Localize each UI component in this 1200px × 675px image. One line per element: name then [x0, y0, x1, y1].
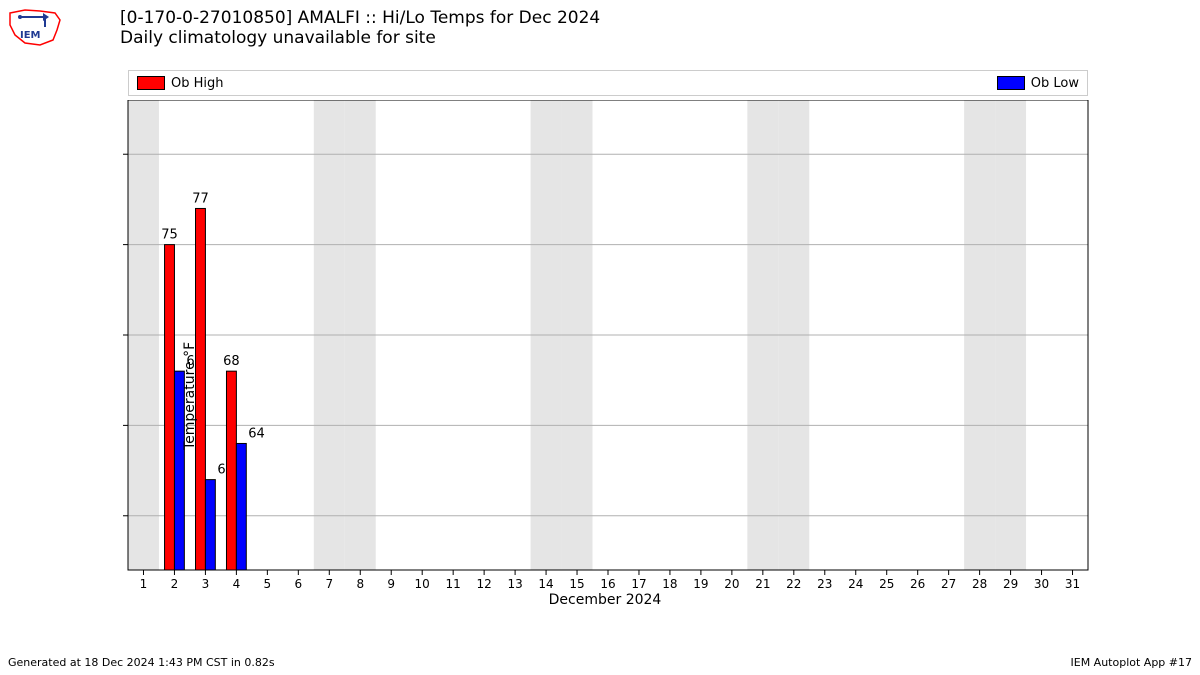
svg-text:22: 22 — [786, 577, 801, 591]
svg-text:IEM: IEM — [20, 30, 41, 41]
svg-text:16: 16 — [600, 577, 615, 591]
svg-text:19: 19 — [693, 577, 708, 591]
svg-text:7: 7 — [325, 577, 333, 591]
legend-low-label: Ob Low — [1031, 76, 1079, 91]
legend-low-swatch — [997, 76, 1025, 90]
svg-text:10: 10 — [415, 577, 430, 591]
svg-text:23: 23 — [817, 577, 832, 591]
svg-text:11: 11 — [446, 577, 461, 591]
legend-high: Ob High — [137, 76, 224, 91]
svg-text:28: 28 — [972, 577, 987, 591]
svg-text:1: 1 — [140, 577, 148, 591]
svg-text:30: 30 — [1034, 577, 1049, 591]
svg-text:64: 64 — [248, 426, 265, 441]
svg-text:12: 12 — [476, 577, 491, 591]
svg-text:68: 68 — [223, 354, 240, 369]
svg-text:20: 20 — [724, 577, 739, 591]
svg-text:31: 31 — [1065, 577, 1080, 591]
svg-text:13: 13 — [507, 577, 522, 591]
svg-text:4: 4 — [233, 577, 241, 591]
svg-text:14: 14 — [538, 577, 553, 591]
svg-text:26: 26 — [910, 577, 925, 591]
svg-text:17: 17 — [631, 577, 646, 591]
y-axis-label: Temperature °F — [182, 342, 198, 450]
iem-logo: IEM — [5, 5, 65, 50]
svg-text:24: 24 — [848, 577, 863, 591]
plot-area: 6065707580756877626864123456789101112131… — [120, 100, 1090, 610]
svg-text:29: 29 — [1003, 577, 1018, 591]
legend-high-swatch — [137, 76, 165, 90]
svg-text:27: 27 — [941, 577, 956, 591]
footer-app: IEM Autoplot App #17 — [1071, 656, 1193, 669]
svg-text:15: 15 — [569, 577, 584, 591]
legend-high-label: Ob High — [171, 76, 224, 91]
svg-text:6: 6 — [295, 577, 303, 591]
title-line-1: [0-170-0-27010850] AMALFI :: Hi/Lo Temps… — [120, 8, 600, 28]
svg-text:77: 77 — [192, 191, 209, 206]
x-axis-label: December 2024 — [120, 592, 1090, 608]
svg-text:25: 25 — [879, 577, 894, 591]
chart-svg: 6065707580756877626864123456789101112131… — [120, 100, 1090, 610]
svg-text:2: 2 — [171, 577, 179, 591]
legend-low: Ob Low — [997, 76, 1079, 91]
svg-text:9: 9 — [387, 577, 395, 591]
svg-text:18: 18 — [662, 577, 677, 591]
svg-text:5: 5 — [264, 577, 272, 591]
title-line-2: Daily climatology unavailable for site — [120, 28, 600, 48]
legend: Ob High Ob Low — [128, 70, 1088, 96]
footer-generated: Generated at 18 Dec 2024 1:43 PM CST in … — [8, 656, 275, 669]
svg-text:75: 75 — [161, 228, 178, 243]
svg-text:21: 21 — [755, 577, 770, 591]
chart-title: [0-170-0-27010850] AMALFI :: Hi/Lo Temps… — [120, 8, 600, 48]
svg-text:3: 3 — [202, 577, 210, 591]
svg-text:8: 8 — [356, 577, 364, 591]
